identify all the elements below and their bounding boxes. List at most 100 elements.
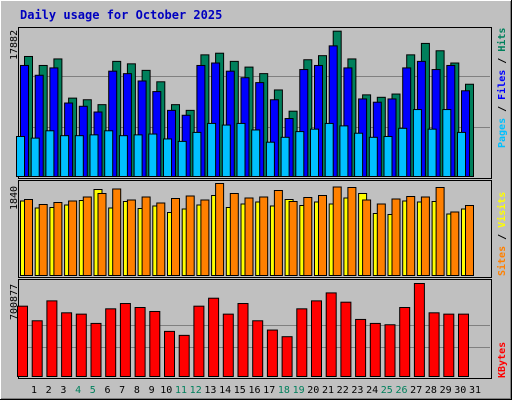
day-label: 21	[322, 385, 334, 396]
day-label: 30	[454, 385, 466, 396]
sites-bar	[420, 196, 430, 276]
kbytes-bar	[266, 329, 278, 378]
kbytes-bar	[428, 312, 440, 378]
day-label: 29	[440, 385, 452, 396]
legend-hits: Hits	[496, 28, 508, 52]
pages-bar	[133, 134, 143, 178]
sites-bar	[82, 196, 92, 276]
kbytes-bar	[413, 283, 425, 377]
sites-bar	[200, 199, 210, 276]
pages-bar	[442, 109, 452, 177]
sites-bar	[347, 187, 357, 276]
kbytes-bar	[222, 313, 234, 378]
pages-bar	[30, 137, 40, 178]
kbytes-bar	[399, 307, 411, 377]
sites-bar	[259, 196, 269, 276]
sites-bar	[303, 197, 313, 276]
kbytes-bar	[443, 313, 455, 378]
pages-bar	[74, 135, 84, 177]
sites-bar	[391, 198, 401, 276]
sites-visits-legend: Sites / Visits	[496, 192, 508, 276]
day-label: 7	[119, 385, 125, 396]
legend-separator: /	[497, 228, 508, 246]
sites-bar	[318, 195, 327, 276]
sites-bar	[38, 204, 48, 276]
pages-bar	[148, 133, 158, 177]
hits-axis-max-label: 17882	[9, 30, 20, 60]
day-label: 2	[46, 385, 52, 396]
sites-bar	[273, 190, 283, 276]
pages-bar	[354, 132, 364, 177]
kbytes-bar	[46, 300, 58, 377]
sites-bar	[244, 197, 254, 276]
kbytes-bar	[296, 308, 308, 377]
kbytes-bar	[252, 320, 264, 378]
day-label: 9	[149, 385, 155, 396]
pages-bar	[412, 109, 422, 177]
kbytes-bar	[340, 301, 352, 377]
pages-bar	[207, 122, 217, 177]
kbytes-bar	[119, 303, 131, 378]
kbytes-bar	[208, 297, 220, 377]
day-label: 1	[31, 385, 37, 396]
day-label: 5	[90, 385, 96, 396]
kbytes-bar	[105, 308, 117, 377]
pages-bar	[398, 127, 408, 178]
kbytes-bar	[75, 313, 87, 378]
pages-bar	[192, 131, 202, 177]
kbytes-bar	[237, 303, 249, 378]
kbytes-bar	[193, 305, 205, 378]
pages-bar	[383, 135, 393, 177]
legend-visits: Visits	[496, 192, 508, 228]
pages-bar	[177, 140, 187, 178]
bars	[16, 30, 474, 378]
day-label: 8	[134, 385, 140, 396]
day-label: 24	[366, 385, 378, 396]
sites-bar	[465, 205, 474, 276]
day-label: 26	[395, 385, 407, 396]
day-label: 27	[410, 385, 422, 396]
day-label: 15	[234, 385, 246, 396]
sites-bar	[288, 201, 298, 276]
sites-bar	[141, 196, 151, 276]
sites-bar	[97, 193, 107, 276]
sites-bar	[171, 198, 180, 276]
pages-bar	[16, 135, 25, 177]
kbytes-bar	[384, 324, 396, 377]
sites-bar	[112, 188, 122, 276]
pages-bar	[457, 131, 466, 177]
hits-files-pages-panel	[18, 27, 492, 179]
kbytes-bar	[355, 318, 367, 377]
kbytes-bar	[134, 307, 146, 377]
pages-bar	[324, 122, 334, 177]
kbytes-bar	[149, 310, 161, 377]
legend-kbytes: KBytes	[497, 342, 508, 378]
day-label: 6	[104, 385, 110, 396]
sites-axis-max-label: 1840	[9, 186, 20, 210]
sites-bar	[53, 202, 63, 276]
sites-bar	[24, 199, 33, 276]
pages-bar	[236, 122, 246, 177]
pages-bar	[427, 128, 437, 177]
day-label: 10	[160, 385, 172, 396]
sites-bar	[332, 186, 342, 276]
day-label: 22	[337, 385, 349, 396]
kbytes-axis-max-label: 700877	[9, 284, 20, 320]
pages-bar	[251, 129, 261, 177]
day-label: 31	[469, 385, 481, 396]
pages-bar	[265, 141, 275, 177]
pages-bar	[339, 125, 349, 177]
pages-bar	[310, 128, 319, 177]
day-label: 3	[60, 385, 66, 396]
kbytes-bar	[281, 336, 293, 377]
pages-bar	[368, 136, 378, 177]
sites-bar	[68, 200, 78, 276]
day-label: 12	[190, 385, 202, 396]
kbytes-bar	[31, 320, 43, 378]
sites-bar	[435, 187, 445, 276]
pages-bar	[118, 135, 128, 177]
sites-bar	[156, 202, 166, 276]
sites-bar	[229, 193, 239, 276]
pages-bar	[104, 130, 114, 177]
